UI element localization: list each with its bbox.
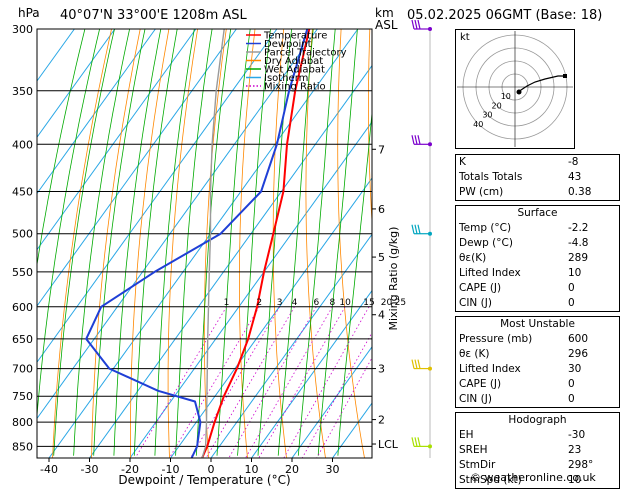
hodograph-end-marker: [563, 74, 567, 78]
km-tick-label: 4: [378, 309, 385, 322]
wind-barb: [412, 135, 432, 146]
hodograph-ring-label: 40: [473, 120, 483, 129]
hodograph-unit: kt: [460, 32, 470, 43]
isotherm-line: [0, 29, 236, 458]
mixing-ratio-label: 4: [292, 298, 298, 308]
index-row: CAPE (J)0: [459, 377, 616, 392]
mixing-ratio-label: 6: [313, 298, 319, 308]
dewpoint-line: [86, 29, 307, 458]
legend-label: Mixing Ratio: [264, 82, 326, 93]
hodograph-ring-label: 10: [501, 92, 511, 101]
most-unstable-indices: Most Unstable Pressure (mb)600 θε (K)296…: [455, 316, 620, 408]
hodograph-ring-label: 30: [482, 111, 492, 120]
hpa-unit: hPa: [18, 6, 40, 20]
most-unstable-title: Most Unstable: [459, 317, 616, 332]
index-row: K-8: [459, 155, 616, 170]
pressure-tick-label: 450: [12, 185, 33, 198]
mixing-ratio-label: 8: [329, 298, 335, 308]
mixing-ratio-axis-label: Mixing Ratio (g/kg): [387, 227, 400, 331]
mixing-ratio-line: [191, 307, 280, 458]
index-row: PW (cm)0.38: [459, 185, 616, 200]
km-tick-label: LCL: [378, 438, 399, 451]
station-location: 40°07'N 33°00'E 1208m ASL: [60, 8, 247, 23]
pressure-tick-label: 750: [12, 390, 33, 403]
mixing-ratio-line: [284, 307, 369, 458]
pressure-tick-label: 700: [12, 363, 33, 376]
mixing-ratio-label: 1: [224, 298, 230, 308]
index-row: CIN (J)0: [459, 296, 616, 311]
mixing-ratio-line: [259, 307, 345, 458]
pressure-tick-label: 600: [12, 301, 33, 314]
mixing-ratio-label: 10: [339, 298, 351, 308]
km-tick-label: 3: [378, 363, 385, 376]
mixing-ratio-line: [135, 307, 226, 458]
storm-motion-marker: [517, 90, 522, 95]
pressure-tick-label: 550: [12, 266, 33, 279]
index-row: Pressure (mb)600: [459, 332, 616, 347]
index-row: θε(K)289: [459, 251, 616, 266]
km-tick-label: 2: [378, 414, 385, 427]
x-axis-label: Dewpoint / Temperature (°C): [118, 473, 290, 486]
wind-barb: [412, 225, 432, 236]
x-tick-label: -30: [81, 463, 99, 476]
forecast-datetime: 05.02.2025 06GMT (Base: 18): [407, 8, 602, 23]
wet-adiabat: [338, 29, 379, 456]
hodograph-title: Hodograph: [459, 413, 616, 428]
index-row: Dewp (°C)-4.8: [459, 236, 616, 251]
index-row: CIN (J)0: [459, 392, 616, 407]
wind-barb: [412, 360, 432, 371]
pressure-tick-label: 800: [12, 416, 33, 429]
wind-barb: [412, 437, 432, 448]
wet-adiabat: [34, 29, 100, 456]
copyright: © weatheronline.co.uk: [470, 471, 596, 484]
dry-adiabat: [338, 29, 365, 458]
index-row: EH-30: [459, 428, 616, 443]
km-tick-label: 5: [378, 251, 385, 264]
dry-adiabat: [398, 29, 442, 458]
pressure-tick-label: 850: [12, 440, 33, 453]
hodograph-ring-label: 20: [492, 101, 502, 110]
mixing-ratio-label: 2: [256, 298, 262, 308]
wet-adiabat: [258, 29, 292, 456]
mixing-ratio-label: 15: [363, 298, 374, 308]
pressure-tick-label: 400: [12, 138, 33, 151]
km-tick-label: 6: [378, 203, 385, 216]
dry-adiabat: [306, 29, 326, 458]
pressure-tick-label: 500: [12, 228, 33, 241]
x-tick-label: -40: [40, 463, 58, 476]
index-row: θε (K)296: [459, 347, 616, 362]
km-tick-label: 7: [378, 143, 385, 156]
isotherm-line: [171, 29, 480, 458]
wet-adiabat: [318, 29, 357, 456]
wet-adiabat: [54, 29, 115, 456]
pressure-tick-label: 650: [12, 333, 33, 346]
index-row: Temp (°C)-2.2: [459, 221, 616, 236]
index-row: CAPE (J)0: [459, 281, 616, 296]
wet-adiabat: [74, 29, 130, 456]
surface-indices: Surface Temp (°C)-2.2 Dewp (°C)-4.8 θε(K…: [455, 205, 620, 312]
x-tick-label: 30: [326, 463, 340, 476]
dry-adiabat: [168, 29, 198, 458]
asl-unit: ASL: [375, 18, 398, 32]
mixing-ratio-label: 3: [277, 298, 283, 308]
pressure-tick-label: 350: [12, 85, 33, 98]
mixing-ratio-line: [246, 307, 333, 458]
wet-adiabat: [134, 29, 177, 456]
pressure-tick-label: 300: [12, 23, 33, 36]
surface-title: Surface: [459, 206, 616, 221]
